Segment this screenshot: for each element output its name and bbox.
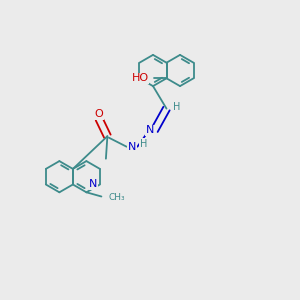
Text: N: N [89,179,98,190]
Text: H: H [140,139,147,149]
Text: CH₃: CH₃ [109,193,125,202]
Text: N: N [146,125,154,135]
Text: H: H [173,102,181,112]
Text: O: O [94,109,103,119]
Text: N: N [128,142,136,152]
Text: HO: HO [131,73,148,83]
